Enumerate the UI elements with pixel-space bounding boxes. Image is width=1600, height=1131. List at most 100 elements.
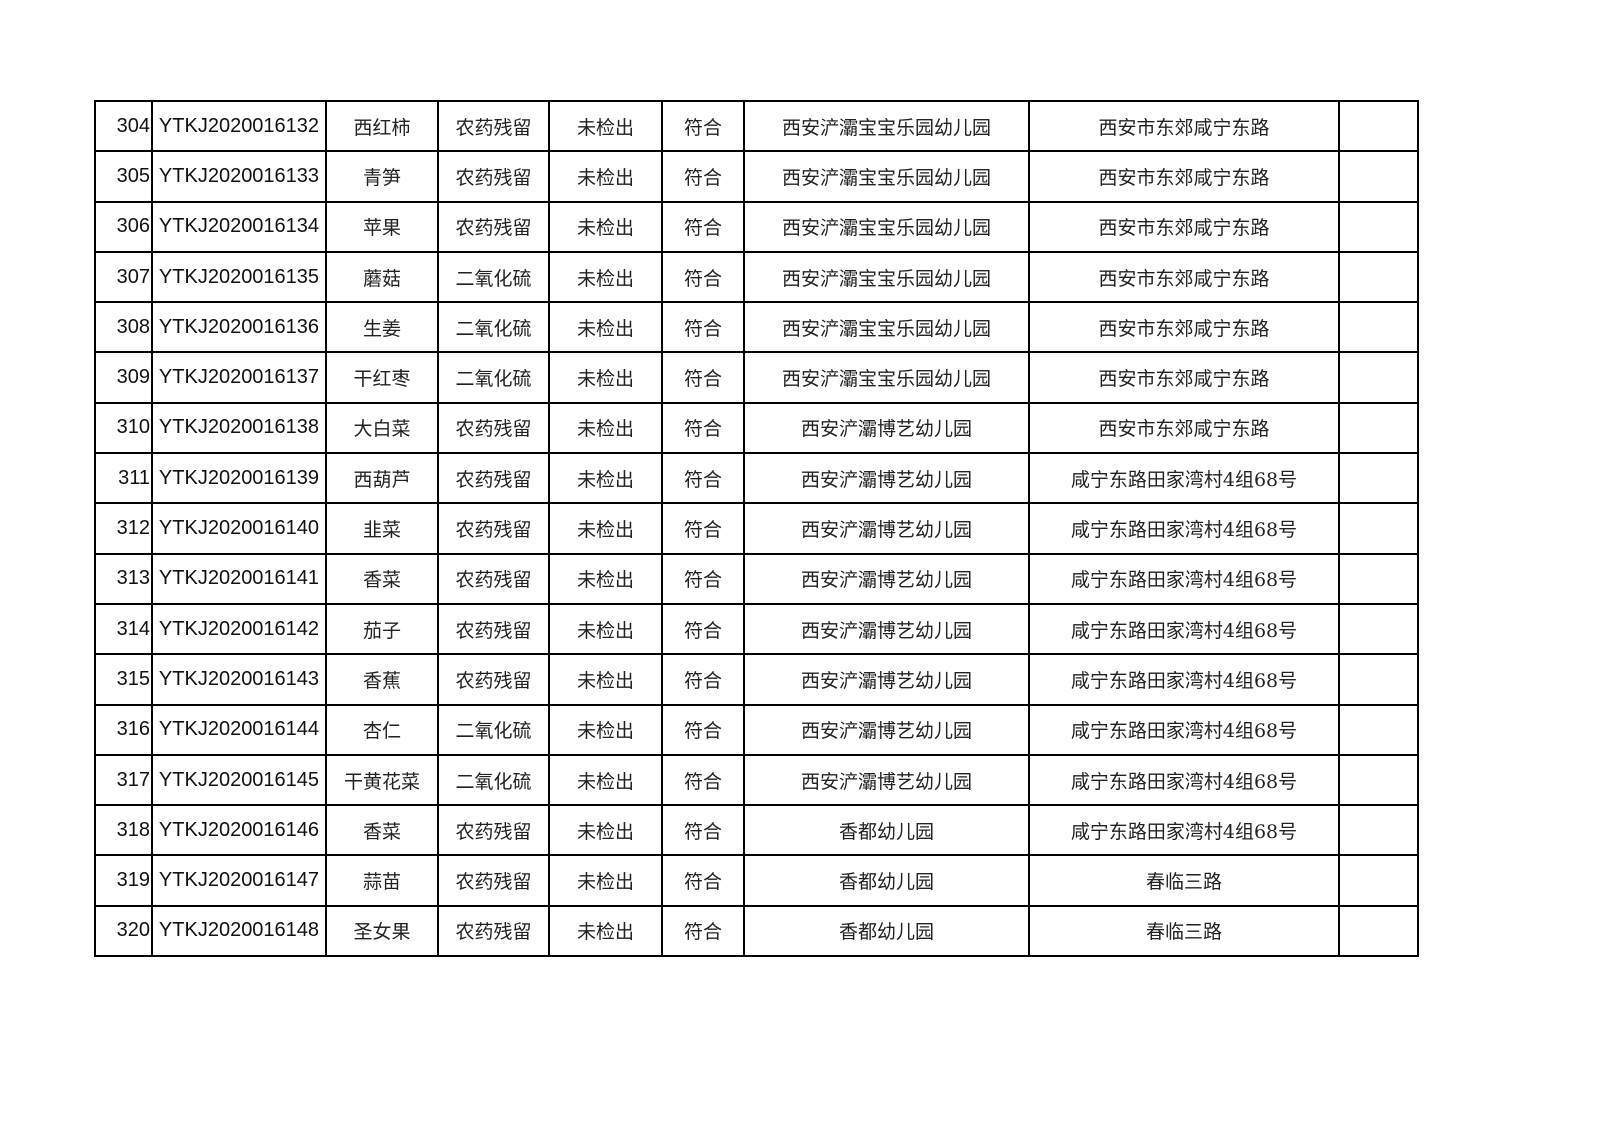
unit-address-cell: 西安市东郊咸宁东路 <box>1028 351 1340 404</box>
test-result-cell: 未检出 <box>548 552 663 605</box>
conclusion-cell: 符合 <box>661 452 745 505</box>
sampled-unit-cell: 西安浐灞宝宝乐园幼儿园 <box>743 351 1030 404</box>
row-number-cell: 310 <box>94 401 153 455</box>
sample-code-cell: YTKJ2020016138 <box>151 401 327 455</box>
remarks-cell <box>1338 602 1419 656</box>
table-row: 315 YTKJ2020016143 香蕉 农药残留 未检出 符合 西安浐灞博艺幼儿园 咸宁东… <box>94 653 1419 706</box>
test-result-cell: 未检出 <box>548 502 663 555</box>
test-item-cell: 农药残留 <box>437 502 550 555</box>
sampled-unit-cell: 香都幼儿园 <box>743 854 1030 907</box>
unit-address-cell: 咸宁东路田家湾村4组68号 <box>1028 703 1340 756</box>
row-number-cell: 313 <box>94 552 153 605</box>
test-item-cell: 农药残留 <box>437 854 550 907</box>
test-result-cell: 未检出 <box>548 653 663 706</box>
table-row: 316 YTKJ2020016144 杏仁 二氧化硫 未检出 符合 西安浐灞博艺幼儿园 咸宁东… <box>94 703 1419 756</box>
sample-name-cell: 生姜 <box>325 301 439 354</box>
row-number-cell: 314 <box>94 602 153 656</box>
table-row: 312 YTKJ2020016140 韭菜 农药残留 未检出 符合 西安浐灞博艺幼儿园 咸宁东… <box>94 502 1419 555</box>
remarks-cell <box>1338 351 1419 404</box>
row-number-cell: 320 <box>94 904 153 958</box>
sample-name-cell: 韭菜 <box>325 502 439 555</box>
sampled-unit-cell: 西安浐灞博艺幼儿园 <box>743 552 1030 605</box>
remarks-cell <box>1338 150 1419 203</box>
sampled-unit-cell: 西安浐灞宝宝乐园幼儿园 <box>743 99 1030 153</box>
sampled-unit-cell: 西安浐灞博艺幼儿园 <box>743 653 1030 706</box>
test-result-cell: 未检出 <box>548 854 663 907</box>
sample-name-cell: 大白菜 <box>325 401 439 455</box>
row-number-cell: 318 <box>94 804 153 857</box>
test-item-cell: 农药残留 <box>437 653 550 706</box>
sample-code-cell: YTKJ2020016136 <box>151 301 327 354</box>
remarks-cell <box>1338 854 1419 907</box>
conclusion-cell: 符合 <box>661 854 745 907</box>
sample-name-cell: 青笋 <box>325 150 439 203</box>
sample-code-cell: YTKJ2020016135 <box>151 250 327 304</box>
unit-address-cell: 咸宁东路田家湾村4组68号 <box>1028 502 1340 555</box>
test-result-cell: 未检出 <box>548 452 663 505</box>
table-row: 318 YTKJ2020016146 香菜 农药残留 未检出 符合 香都幼儿园 咸宁东路田家湾… <box>94 804 1419 857</box>
conclusion-cell: 符合 <box>661 653 745 706</box>
row-number-cell: 307 <box>94 250 153 304</box>
sampled-unit-cell: 西安浐灞博艺幼儿园 <box>743 703 1030 756</box>
unit-address-cell: 咸宁东路田家湾村4组68号 <box>1028 804 1340 857</box>
unit-address-cell: 春临三路 <box>1028 904 1340 958</box>
conclusion-cell: 符合 <box>661 602 745 656</box>
remarks-cell <box>1338 904 1419 958</box>
row-number-cell: 316 <box>94 703 153 756</box>
sample-code-cell: YTKJ2020016144 <box>151 703 327 756</box>
unit-address-cell: 咸宁东路田家湾村4组68号 <box>1028 753 1340 807</box>
unit-address-cell: 西安市东郊咸宁东路 <box>1028 200 1340 253</box>
row-number-cell: 306 <box>94 200 153 253</box>
test-result-cell: 未检出 <box>548 602 663 656</box>
table-row: 306 YTKJ2020016134 苹果 农药残留 未检出 符合 西安浐灞宝宝乐园幼儿园西… <box>94 200 1419 253</box>
test-result-cell: 未检出 <box>548 904 663 958</box>
remarks-cell <box>1338 301 1419 354</box>
unit-address-cell: 西安市东郊咸宁东路 <box>1028 99 1340 153</box>
sample-code-cell: YTKJ2020016143 <box>151 653 327 706</box>
unit-address-cell: 西安市东郊咸宁东路 <box>1028 150 1340 203</box>
sample-code-cell: YTKJ2020016148 <box>151 904 327 958</box>
sample-code-cell: YTKJ2020016142 <box>151 602 327 656</box>
table-row: 305 YTKJ2020016133 青笋 农药残留 未检出 符合 西安浐灞宝宝乐园幼儿园西… <box>94 150 1419 203</box>
sample-code-cell: YTKJ2020016146 <box>151 804 327 857</box>
sampled-unit-cell: 西安浐灞宝宝乐园幼儿园 <box>743 301 1030 354</box>
test-result-cell: 未检出 <box>548 753 663 807</box>
row-number-cell: 312 <box>94 502 153 555</box>
remarks-cell <box>1338 401 1419 455</box>
row-number-cell: 308 <box>94 301 153 354</box>
test-result-cell: 未检出 <box>548 200 663 253</box>
remarks-cell <box>1338 653 1419 706</box>
sampled-unit-cell: 西安浐灞宝宝乐园幼儿园 <box>743 150 1030 203</box>
unit-address-cell: 咸宁东路田家湾村4组68号 <box>1028 602 1340 656</box>
remarks-cell <box>1338 452 1419 505</box>
test-item-cell: 农药残留 <box>437 452 550 505</box>
table-row: 317 YTKJ2020016145 干黄花菜 二氧化硫 未检出 符合 西安浐灞博艺幼儿园咸… <box>94 753 1419 807</box>
remarks-cell <box>1338 753 1419 807</box>
conclusion-cell: 符合 <box>661 753 745 807</box>
sample-name-cell: 杏仁 <box>325 703 439 756</box>
table-row: 314 YTKJ2020016142 茄子 农药残留 未检出 符合 西安浐灞博艺幼儿园 咸宁东… <box>94 602 1419 656</box>
sample-name-cell: 茄子 <box>325 602 439 656</box>
table-row: 320 YTKJ2020016148 圣女果 农药残留 未检出 符合 香都幼儿园 春临三路 <box>94 904 1419 958</box>
row-number-cell: 315 <box>94 653 153 706</box>
table-row: 310 YTKJ2020016138 大白菜 农药残留 未检出 符合 西安浐灞博艺幼儿园 西安… <box>94 401 1419 455</box>
table-row: 311 YTKJ2020016139 西葫芦 农药残留 未检出 符合 西安浐灞博艺幼儿园 咸宁… <box>94 452 1419 505</box>
test-item-cell: 农药残留 <box>437 99 550 153</box>
sample-code-cell: YTKJ2020016145 <box>151 753 327 807</box>
sampled-unit-cell: 香都幼儿园 <box>743 804 1030 857</box>
test-result-cell: 未检出 <box>548 250 663 304</box>
sample-name-cell: 干黄花菜 <box>325 753 439 807</box>
test-item-cell: 农药残留 <box>437 401 550 455</box>
sample-name-cell: 圣女果 <box>325 904 439 958</box>
conclusion-cell: 符合 <box>661 99 745 153</box>
table-row: 304 YTKJ2020016132 西红柿 农药残留 未检出 符合 西安浐灞宝宝乐园幼儿园… <box>94 99 1419 153</box>
sample-code-cell: YTKJ2020016132 <box>151 99 327 153</box>
test-result-cell: 未检出 <box>548 804 663 857</box>
conclusion-cell: 符合 <box>661 904 745 958</box>
sampled-unit-cell: 西安浐灞博艺幼儿园 <box>743 452 1030 505</box>
row-number-cell: 309 <box>94 351 153 404</box>
remarks-cell <box>1338 250 1419 304</box>
conclusion-cell: 符合 <box>661 351 745 404</box>
test-item-cell: 农药残留 <box>437 200 550 253</box>
remarks-cell <box>1338 552 1419 605</box>
